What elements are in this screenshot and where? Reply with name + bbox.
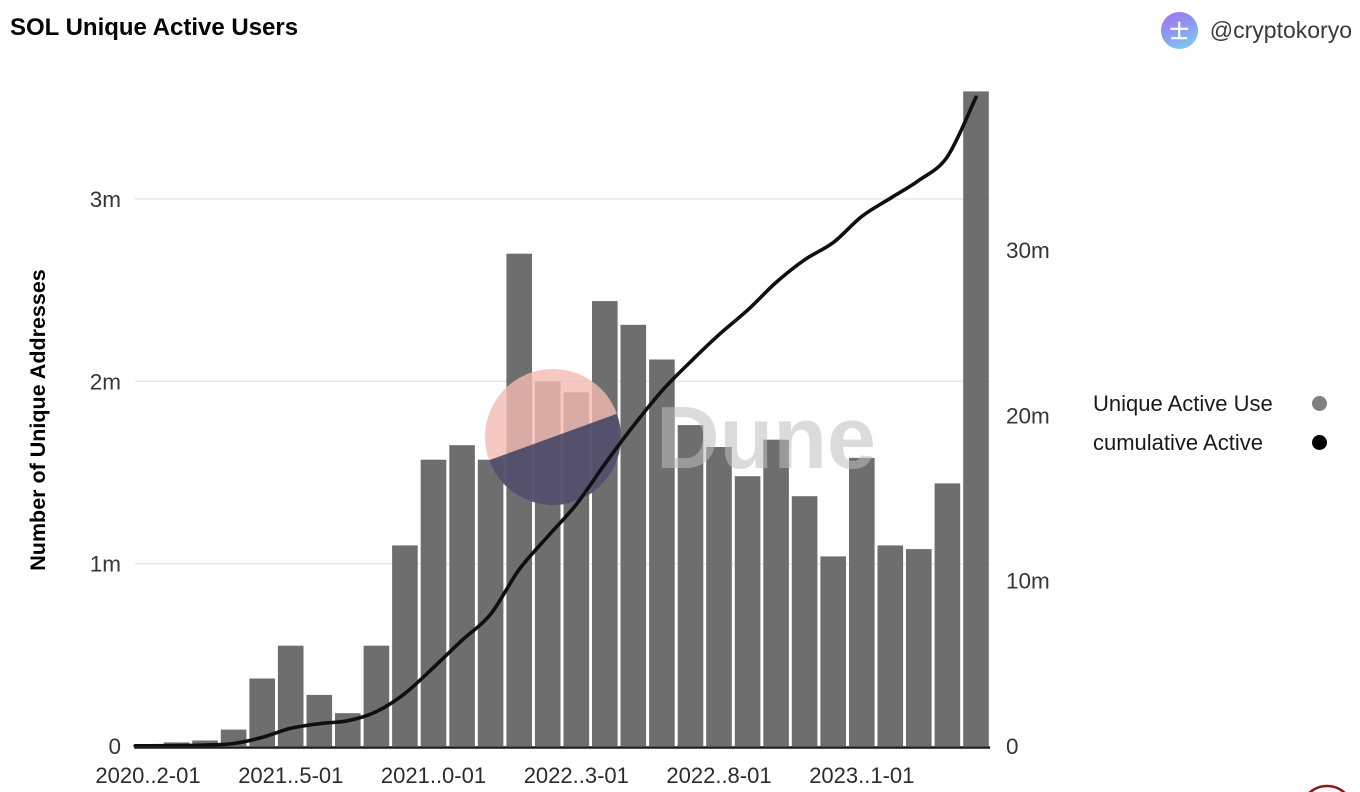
bar-2022-06[interactable] xyxy=(649,359,675,747)
corner-ring-icon xyxy=(1308,784,1346,792)
dune-logo-wave xyxy=(489,413,622,506)
legend-dot-gray xyxy=(1312,396,1327,411)
x-axis-tick: 2021..0-01 xyxy=(381,763,486,788)
bar-2022-10[interactable] xyxy=(763,439,789,746)
bar-2021-10[interactable] xyxy=(420,459,447,746)
bar-2021-06[interactable] xyxy=(306,694,333,746)
bar-2021-09[interactable] xyxy=(392,545,418,746)
legend-item-unique-active[interactable]: Unique Active Use xyxy=(1093,384,1327,423)
x-axis-tick: 2022..3-01 xyxy=(524,763,629,788)
chart-legend: Unique Active Use cumulative Active xyxy=(1093,384,1327,462)
legend-label: Unique Active Use xyxy=(1093,390,1273,416)
page-title: SOL Unique Active Users xyxy=(10,14,299,41)
bar-2022-09[interactable] xyxy=(734,476,761,746)
left-axis-tick: 3m xyxy=(90,187,121,212)
legend-label: cumulative Active xyxy=(1093,429,1263,455)
right-axis-tick: 0 xyxy=(1006,734,1019,759)
bar-2022-07[interactable] xyxy=(677,425,704,746)
left-axis-tick: 2m xyxy=(90,369,121,394)
legend-dot-black xyxy=(1312,435,1327,450)
bar-2022-08[interactable] xyxy=(706,447,732,746)
bar-2021-11[interactable] xyxy=(449,445,475,746)
bar-2023-02[interactable] xyxy=(877,545,904,746)
bar-2023-05[interactable] xyxy=(963,91,989,746)
x-axis-tick: 2022..8-01 xyxy=(666,763,771,788)
left-axis-tick: 0 xyxy=(108,734,121,759)
right-axis-tick: 10m xyxy=(1006,569,1050,594)
left-axis-tick: 1m xyxy=(90,552,121,577)
bar-2022-04[interactable] xyxy=(592,301,618,746)
x-axis-tick: 2021..5-01 xyxy=(238,763,343,788)
x-axis-tick: 2023..1-01 xyxy=(809,763,914,788)
right-axis-tick: 20m xyxy=(1006,403,1050,428)
cumulative-line xyxy=(133,95,978,748)
bar-2022-12[interactable] xyxy=(820,556,846,746)
bar-2023-04[interactable] xyxy=(934,483,961,746)
legend-item-cumulative-active[interactable]: cumulative Active xyxy=(1093,423,1327,462)
dune-watermark: Dune xyxy=(485,369,876,506)
avatar[interactable]: 士 xyxy=(1160,12,1198,49)
account-handle[interactable]: @cryptokoryo xyxy=(1209,17,1352,43)
bar-2021-08[interactable] xyxy=(363,645,390,746)
account-badge[interactable]: 士 @cryptokoryo xyxy=(1160,12,1352,49)
bar-2023-01[interactable] xyxy=(849,457,875,746)
dune-watermark-text: Dune xyxy=(656,388,876,487)
bar-2022-05[interactable] xyxy=(620,324,647,746)
bar-2022-11[interactable] xyxy=(791,496,818,746)
right-axis-tick: 30m xyxy=(1006,238,1050,263)
x-axis-tick: 2020..2-01 xyxy=(95,763,200,788)
avatar-glyph-icon: 士 xyxy=(1169,22,1189,43)
bar-2023-03[interactable] xyxy=(906,549,932,746)
y-axis-title: Number of Unique Addresses xyxy=(26,269,50,570)
